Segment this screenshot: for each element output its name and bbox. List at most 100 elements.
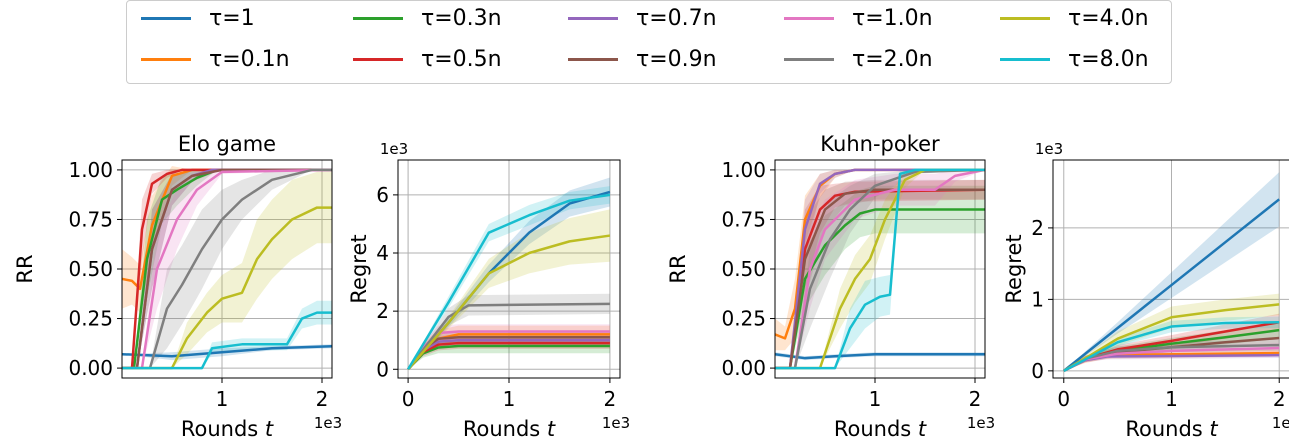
x-scale-label: 1e3 (967, 414, 995, 432)
y-tick-label: 0.75 (721, 207, 766, 231)
legend-label: τ=0.5n (421, 46, 502, 72)
series-line (1063, 320, 1280, 372)
series-line (775, 168, 985, 370)
x-tick-label: 2 (1273, 387, 1286, 411)
legend-item: τ=0.3n (353, 4, 502, 32)
legend-label: τ=0.7n (636, 5, 717, 31)
y-tick-label: 0.25 (721, 307, 766, 331)
series-line (775, 168, 985, 370)
legend-item: τ=0.7n (568, 4, 717, 32)
legend-label: τ=0.1n (209, 46, 290, 72)
series-band (1063, 293, 1280, 371)
plot-area (1062, 172, 1281, 372)
y-scale-label: 1e3 (380, 140, 408, 158)
series-line (122, 345, 332, 358)
legend-label: τ=0.3n (421, 5, 502, 31)
x-scale-label: 1e3 (314, 414, 342, 432)
y-tick-label: 2 (376, 299, 389, 323)
x-tick-label: 2 (604, 387, 617, 411)
x-tick-label: 1 (1165, 387, 1178, 411)
plot-area (122, 165, 332, 370)
series-band (408, 209, 610, 370)
series-band (775, 179, 985, 369)
series-band (408, 293, 610, 370)
chart-panel: 0 1 2 0 1 2 Rounds t 1e3 1e3 Regret (1002, 140, 1289, 441)
legend-item: τ=1 (141, 4, 255, 32)
legend-item: τ=8.0n (1000, 45, 1149, 73)
series-band (122, 300, 332, 369)
y-tick-label: 1.00 (721, 158, 766, 182)
legend-item: τ=2.0n (784, 45, 933, 73)
series-line (407, 234, 611, 371)
legend-item: τ=0.5n (353, 45, 502, 73)
legend-label: τ=2.0n (852, 46, 933, 72)
y-tick-label: 0.25 (68, 307, 113, 331)
y-tick-label: 0 (376, 357, 389, 381)
legend-swatch (141, 57, 191, 61)
series-band (775, 169, 985, 369)
legend-swatch (1000, 57, 1050, 61)
chart-panel: 0 1 2 0 2 4 6 Rounds t 1e3 1e3 Regret (347, 140, 630, 441)
x-tick-label: 2 (316, 387, 329, 411)
x-tick-label: 1 (216, 387, 229, 411)
legend-label: τ=1 (209, 5, 255, 31)
y-tick-label: 1.00 (68, 158, 113, 182)
legend-item: τ=0.1n (141, 45, 290, 73)
chart-panel: 1 2 0.00 0.25 0.50 0.75 1.00 Elo game Rounds t 1e… (13, 132, 342, 441)
x-axis-label: Rounds t (463, 417, 556, 441)
y-tick-label: 0.00 (721, 356, 766, 380)
x-axis-label: Rounds t (1125, 417, 1218, 441)
chart-title: Elo game (178, 132, 276, 156)
chart-title: Kuhn-poker (820, 132, 940, 156)
y-tick-label: 0.50 (68, 257, 113, 281)
plot-area (407, 177, 611, 371)
y-axis-label: Regret (1002, 234, 1026, 303)
x-tick-label: 1 (869, 387, 882, 411)
y-tick-label: 0 (1031, 359, 1044, 383)
series-band (775, 185, 985, 369)
series-line (775, 352, 985, 360)
legend-swatch (784, 57, 834, 61)
y-scale-label: 1e3 (1035, 140, 1063, 158)
series-line (407, 193, 611, 370)
legend-swatch (568, 16, 618, 20)
y-axis-label: Regret (347, 234, 371, 303)
series-line (775, 168, 985, 370)
series-band (122, 171, 332, 369)
legend-swatch (141, 16, 191, 20)
legend-label: τ=4.0n (1068, 5, 1149, 31)
y-tick-label: 0.50 (721, 257, 766, 281)
series-line (122, 311, 332, 370)
y-tick-label: 4 (376, 241, 389, 265)
x-axis-label: Rounds t (181, 417, 274, 441)
series-band (775, 169, 985, 369)
series-band (122, 169, 332, 369)
x-tick-label: 0 (402, 387, 415, 411)
y-tick-label: 6 (376, 183, 389, 207)
legend-swatch (784, 16, 834, 20)
legend-label: τ=0.9n (636, 46, 717, 72)
chart-panel: 1 2 0.00 0.25 0.50 0.75 1.00 Kuhn-poker Rounds t… (666, 132, 995, 441)
series-band (775, 179, 985, 369)
y-tick-label: 1 (1031, 287, 1044, 311)
series-line (407, 302, 610, 371)
x-scale-label: 1e3 (1272, 414, 1289, 432)
x-tick-label: 1 (503, 387, 516, 411)
series-line (122, 206, 332, 370)
legend-item: τ=1.0n (784, 4, 933, 32)
legend-swatch (1000, 16, 1050, 20)
x-tick-label: 0 (1057, 387, 1070, 411)
y-axis-label: RR (666, 254, 690, 283)
y-tick-label: 2 (1031, 216, 1044, 240)
series-band (1063, 313, 1280, 371)
x-scale-label: 1e3 (602, 414, 630, 432)
y-tick-label: 0.00 (68, 356, 113, 380)
legend: τ=1 τ=0.1n τ=0.3n τ=0.5n τ=0.7n τ=0.9n τ=1.0n τ… (126, 0, 1172, 84)
series-line (1062, 198, 1281, 372)
legend-swatch (353, 16, 403, 20)
legend-label: τ=1.0n (852, 5, 933, 31)
y-tick-label: 0.75 (68, 207, 113, 231)
series-line (122, 168, 332, 370)
legend-item: τ=0.9n (568, 45, 717, 73)
